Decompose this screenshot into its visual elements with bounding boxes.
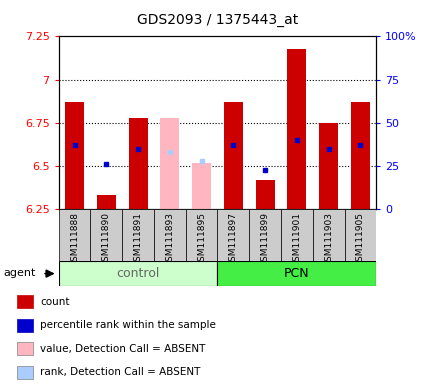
Text: GSM111895: GSM111895 [197,212,206,267]
Bar [122,209,154,261]
Bar [217,209,249,261]
Bar [17,342,33,355]
Text: GSM111893: GSM111893 [165,212,174,267]
Bar [344,209,375,261]
Text: PCN: PCN [283,267,309,280]
Bar [160,118,179,209]
Text: agent: agent [3,268,35,278]
Text: GSM111903: GSM111903 [323,212,332,267]
Bar [287,49,306,209]
Bar [217,261,375,286]
Bar [90,209,122,261]
Text: GSM111899: GSM111899 [260,212,269,267]
Text: value, Detection Call = ABSENT: value, Detection Call = ABSENT [40,344,205,354]
Text: GSM111897: GSM111897 [228,212,237,267]
Bar [97,195,115,209]
Text: GSM111888: GSM111888 [70,212,79,267]
Bar [59,261,217,286]
Bar [185,209,217,261]
Bar [319,123,337,209]
Bar [224,102,242,209]
Bar [255,180,274,209]
Bar [192,163,210,209]
Bar [312,209,344,261]
Text: rank, Detection Call = ABSENT: rank, Detection Call = ABSENT [40,367,200,377]
Text: control: control [116,267,159,280]
Text: GSM111901: GSM111901 [292,212,301,267]
Text: percentile rank within the sample: percentile rank within the sample [40,320,215,330]
Bar [65,102,84,209]
Bar [280,209,312,261]
Bar [128,118,147,209]
Text: GSM111891: GSM111891 [133,212,142,267]
Text: GSM111905: GSM111905 [355,212,364,267]
Bar [249,209,280,261]
Bar [154,209,185,261]
Bar [17,366,33,379]
Bar [17,319,33,332]
Bar [17,295,33,308]
Text: GDS2093 / 1375443_at: GDS2093 / 1375443_at [137,13,297,27]
Bar [59,209,90,261]
Text: count: count [40,297,69,307]
Bar [350,102,369,209]
Text: GSM111890: GSM111890 [102,212,111,267]
